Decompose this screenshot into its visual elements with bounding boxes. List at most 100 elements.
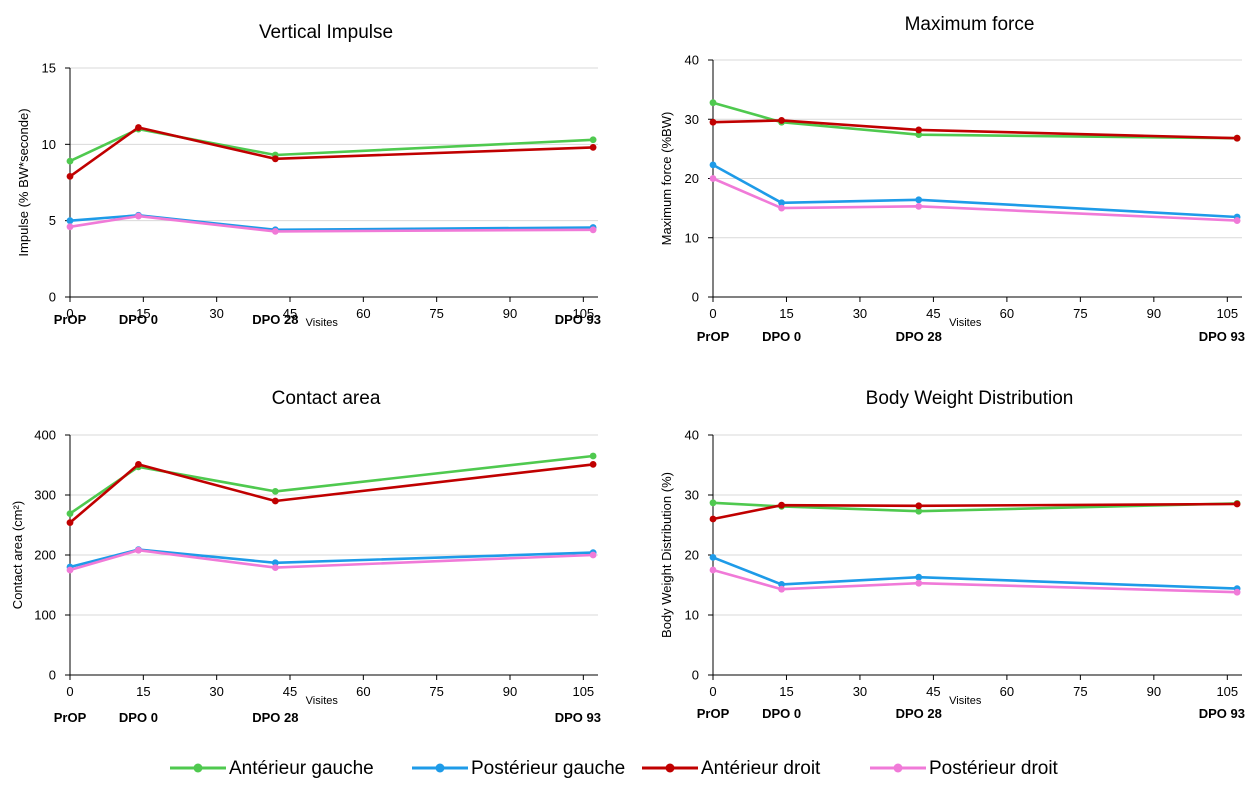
series-posterieur-droit	[709, 566, 1241, 596]
data-point	[709, 118, 717, 126]
y-axis-label: Impulse (% BW*seconde)	[16, 108, 31, 256]
data-point	[778, 501, 785, 509]
x-tick-label: 30	[853, 684, 867, 699]
series-line	[712, 502, 1238, 521]
legend-item-posterieur-droit: Postérieur droit	[870, 758, 1059, 779]
chart-title: Body Weight Distribution	[866, 388, 1074, 409]
data-point	[915, 202, 923, 210]
data-point	[271, 488, 279, 495]
y-tick-label: 0	[49, 668, 56, 683]
series-line	[712, 568, 1238, 594]
data-point	[778, 204, 785, 212]
visit-label-dpo-28: DPO 28	[896, 706, 942, 721]
x-tick-label: 105	[572, 684, 594, 699]
data-point	[589, 143, 597, 151]
x-tick-label: 75	[1073, 684, 1087, 699]
data-point	[778, 199, 785, 207]
y-tick-label: 15	[42, 61, 56, 76]
y-tick-label: 10	[685, 230, 699, 245]
data-point	[135, 124, 142, 131]
visit-label-prop: PrOP	[697, 329, 730, 344]
y-tick-label: 10	[42, 137, 56, 152]
visit-label-dpo-0: DPO 0	[119, 312, 158, 327]
x-tick-label: 90	[503, 306, 517, 321]
x-tick-label: 15	[136, 684, 150, 699]
y-tick-label: 20	[685, 171, 699, 186]
series-line	[712, 163, 1238, 219]
x-tick-label: 30	[853, 306, 867, 321]
series-anterieur-gauche	[709, 499, 1241, 515]
data-point	[66, 217, 74, 225]
series-line	[69, 548, 594, 569]
series-line	[69, 454, 594, 515]
chart-panel-contact-area: Contact area 0 100 200 300 400 0 15 30 45 60 75 90 10…	[10, 388, 601, 725]
data-point	[271, 497, 279, 505]
series-line	[712, 501, 1238, 513]
legend-item-posterieur-gauche: Postérieur gauche	[412, 758, 625, 779]
chart-panel-maximum-force: Maximum force 0 10 20 30 40 0 15 30 45 60 75 90 105 Vi…	[659, 14, 1245, 344]
legend-swatch-marker	[665, 763, 675, 773]
chart-panel-body-weight-distribution: Body Weight Distribution 0 10 20 30 40 0 15 30 45…	[659, 388, 1245, 721]
x-tick-label: 45	[283, 684, 297, 699]
legend-label: Antérieur droit	[701, 758, 821, 779]
visit-label-dpo-93: DPO 93	[1199, 706, 1245, 721]
series-line	[712, 119, 1238, 140]
data-point	[66, 519, 74, 526]
chart-title: Maximum force	[905, 14, 1035, 35]
visit-label-dpo-28: DPO 28	[252, 312, 298, 327]
series-anterieur-gauche	[66, 125, 597, 165]
visit-label-prop: PrOP	[54, 710, 87, 725]
data-point	[915, 573, 923, 581]
series-anterieur-droit	[66, 461, 597, 526]
data-point	[778, 117, 785, 124]
visit-label-prop: PrOP	[54, 312, 87, 327]
data-point	[915, 507, 923, 515]
data-point	[709, 566, 717, 574]
series-posterieur-droit	[66, 546, 597, 574]
series-posterieur-gauche	[709, 554, 1241, 592]
x-axis-label: Visites	[949, 695, 982, 707]
series-line	[69, 548, 594, 572]
data-point	[709, 515, 717, 523]
x-tick-label: 60	[1000, 306, 1014, 321]
y-axis-label: Contact area (cm²)	[10, 501, 25, 609]
x-tick-label: 45	[926, 306, 940, 321]
data-point	[135, 546, 142, 554]
data-point	[778, 581, 785, 588]
series-line	[712, 556, 1238, 590]
data-point	[709, 554, 717, 561]
data-point	[589, 551, 597, 559]
visit-label-dpo-28: DPO 28	[896, 329, 942, 344]
y-axis-label: Body Weight Distribution (%)	[659, 472, 674, 638]
y-tick-label: 30	[685, 488, 699, 503]
legend-label: Postérieur gauche	[471, 758, 625, 779]
legend-swatch-marker	[893, 763, 903, 773]
y-axis-label: Maximum force (%BW)	[659, 112, 674, 246]
data-point	[709, 161, 717, 169]
data-point	[589, 226, 597, 234]
data-point	[1233, 217, 1241, 224]
data-point	[135, 461, 142, 468]
x-tick-label: 90	[1147, 684, 1161, 699]
series-anterieur-droit	[709, 117, 1241, 142]
data-point	[778, 585, 785, 593]
data-point	[709, 499, 717, 507]
y-tick-label: 40	[685, 428, 699, 443]
chart-title: Contact area	[272, 388, 381, 409]
y-tick-label: 400	[34, 428, 56, 443]
legend-label: Postérieur droit	[929, 758, 1059, 779]
visit-label-dpo-93: DPO 93	[555, 312, 601, 327]
x-tick-label: 75	[429, 684, 443, 699]
data-point	[915, 579, 923, 587]
y-tick-label: 0	[692, 290, 699, 305]
y-tick-label: 100	[34, 608, 56, 623]
visit-label-dpo-0: DPO 0	[762, 329, 801, 344]
x-tick-label: 15	[136, 306, 150, 321]
data-point	[66, 510, 74, 517]
legend-item-anterieur-droit: Antérieur droit	[642, 758, 821, 779]
x-axis-label: Visites	[306, 695, 339, 707]
series-anterieur-gauche	[66, 452, 597, 517]
y-tick-label: 200	[34, 548, 56, 563]
y-tick-label: 300	[34, 488, 56, 503]
